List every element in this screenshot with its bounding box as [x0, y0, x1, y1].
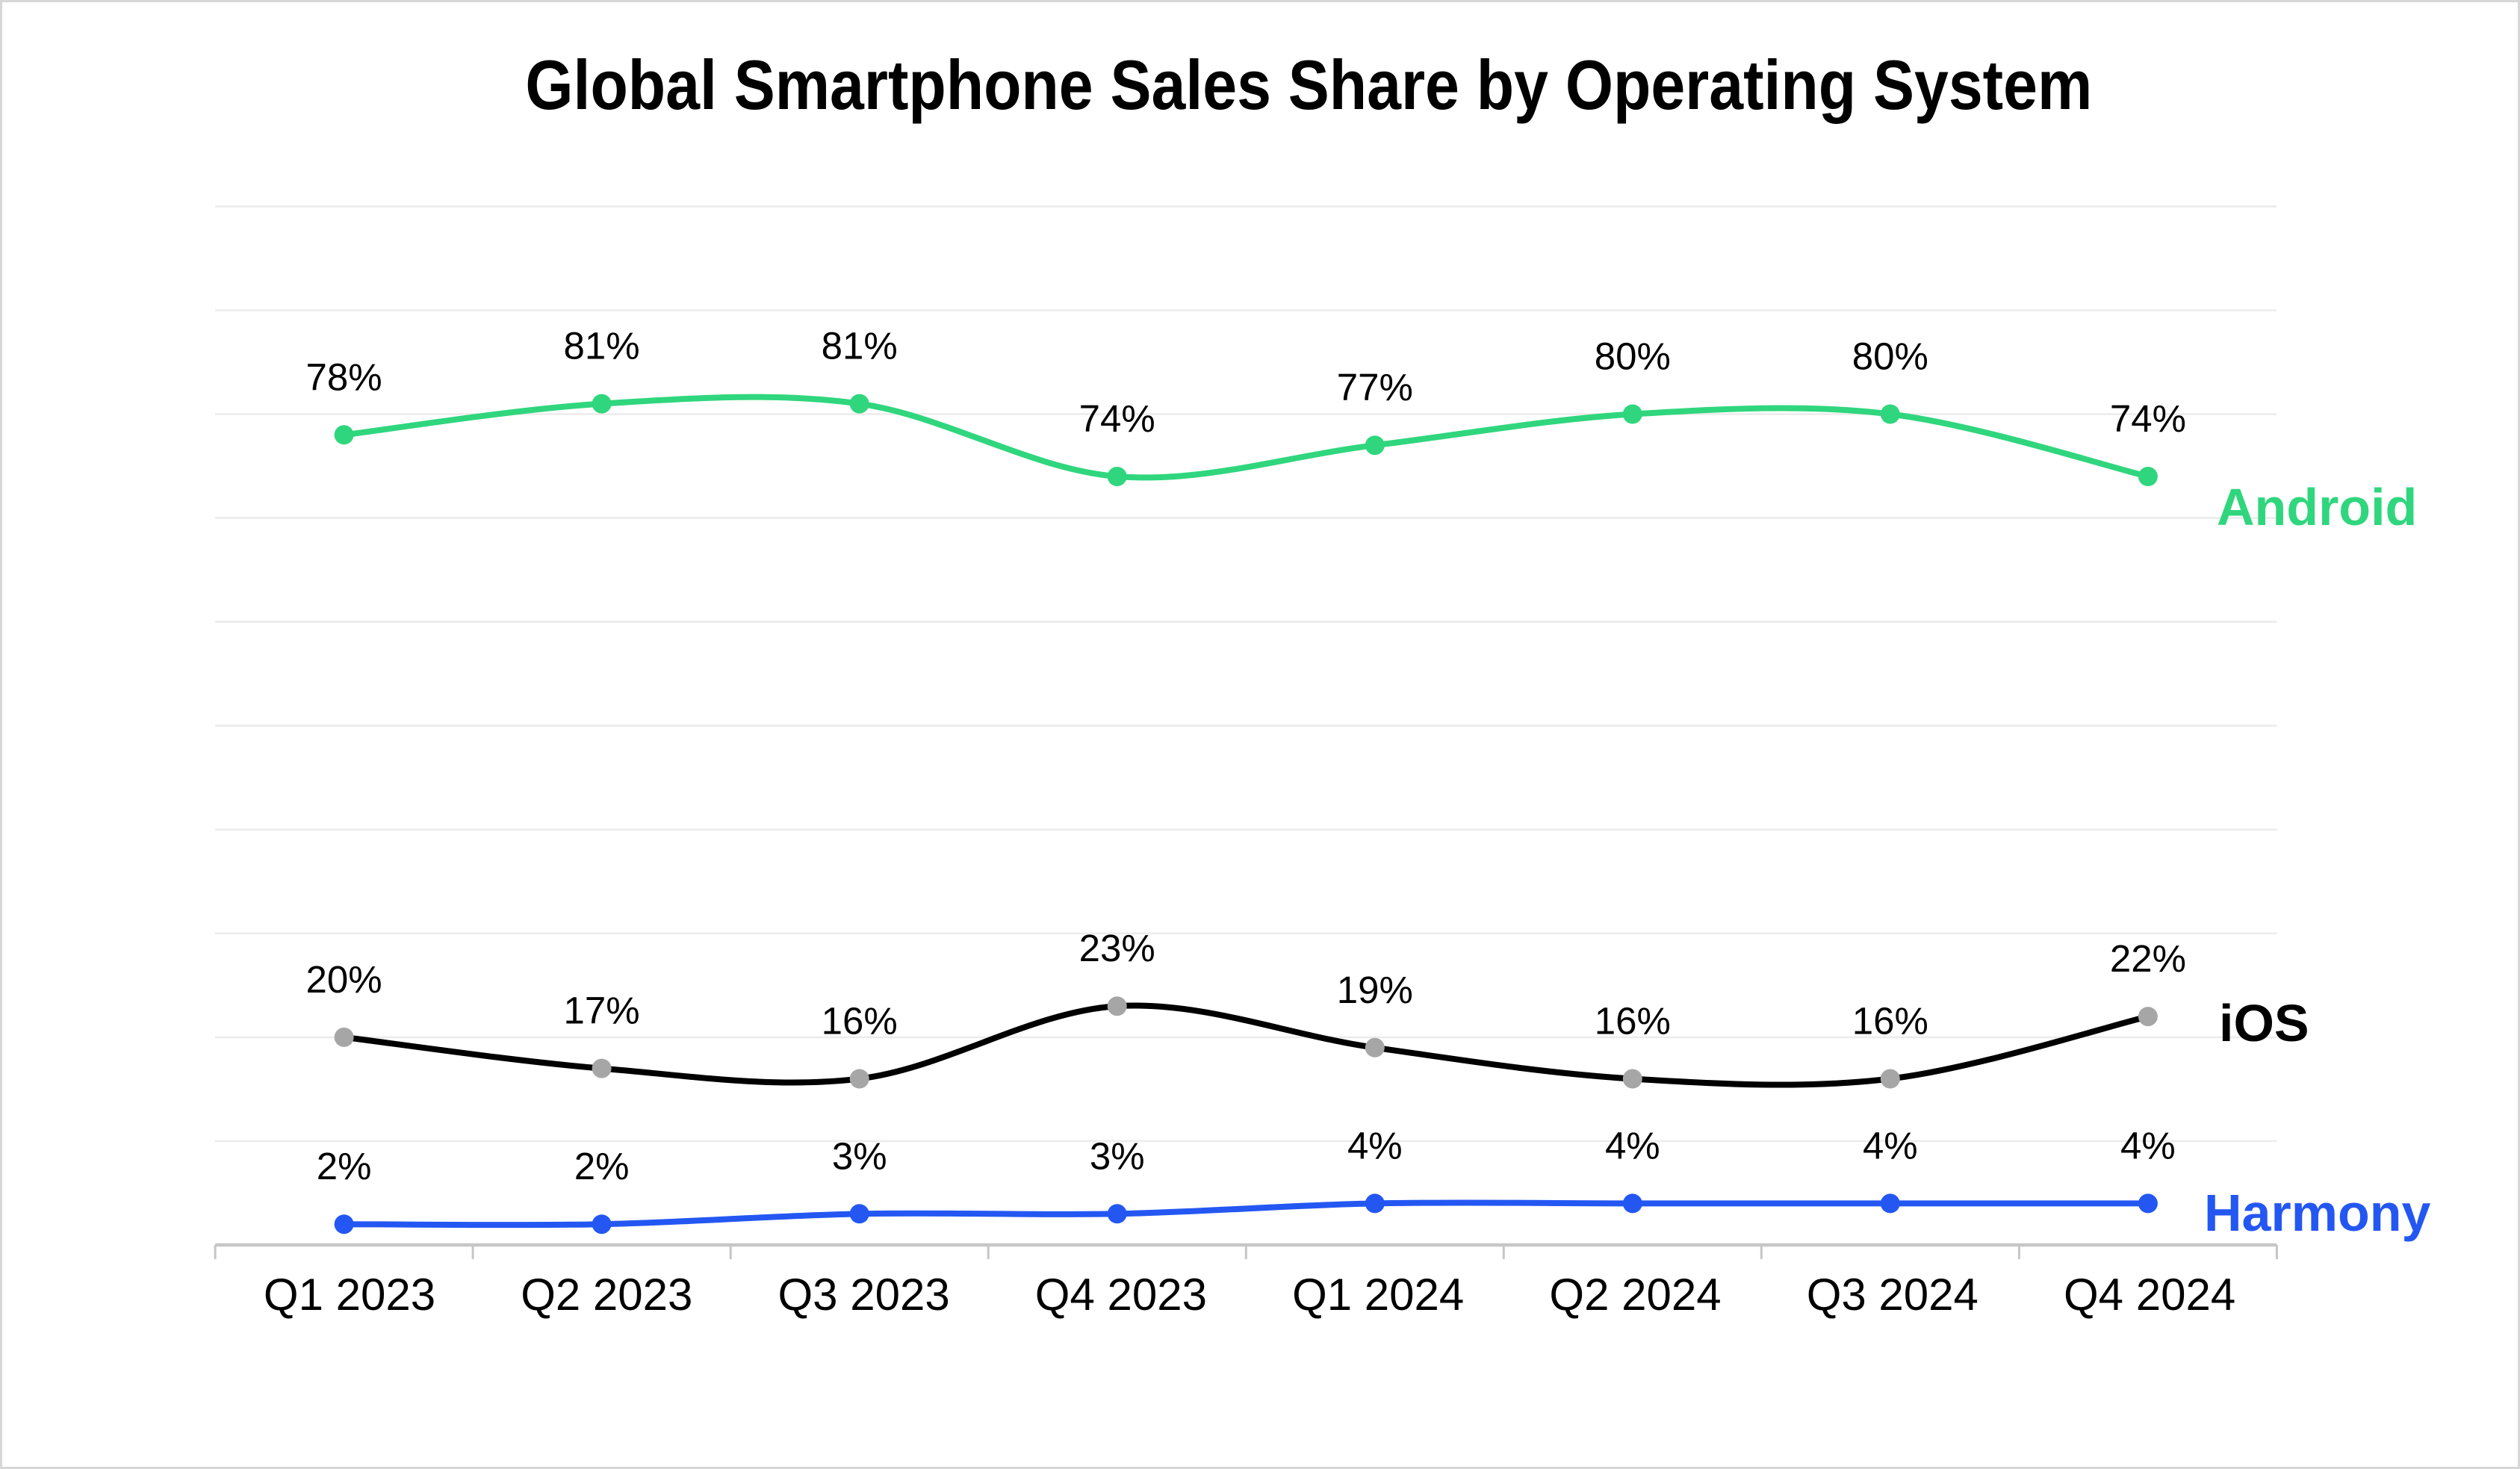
- svg-text:17%: 17%: [564, 990, 640, 1032]
- svg-text:16%: 16%: [1595, 1000, 1671, 1043]
- svg-text:20%: 20%: [306, 958, 382, 1001]
- svg-text:16%: 16%: [822, 1000, 898, 1043]
- svg-text:Q2 2024: Q2 2024: [1549, 1270, 1721, 1320]
- svg-text:Harmony: Harmony: [2204, 1184, 2430, 1242]
- svg-text:2%: 2%: [317, 1145, 372, 1187]
- svg-text:Q3 2024: Q3 2024: [1807, 1270, 1979, 1320]
- svg-text:Q1 2023: Q1 2023: [264, 1270, 435, 1320]
- svg-text:Q4 2023: Q4 2023: [1035, 1270, 1207, 1320]
- svg-text:2%: 2%: [574, 1145, 630, 1187]
- svg-text:16%: 16%: [1852, 1000, 1928, 1043]
- svg-text:80%: 80%: [1595, 335, 1671, 378]
- svg-text:Q1 2024: Q1 2024: [1292, 1270, 1464, 1320]
- svg-text:Q3 2023: Q3 2023: [778, 1270, 950, 1320]
- svg-text:23%: 23%: [1079, 927, 1155, 969]
- svg-text:Q2 2023: Q2 2023: [521, 1270, 692, 1320]
- svg-text:iOS: iOS: [2219, 994, 2309, 1052]
- svg-text:Global Smartphone Sales Share: Global Smartphone Sales Share by Operati…: [525, 46, 2092, 124]
- svg-text:19%: 19%: [1337, 969, 1413, 1011]
- svg-text:3%: 3%: [832, 1134, 887, 1177]
- svg-text:4%: 4%: [2120, 1124, 2176, 1167]
- svg-text:22%: 22%: [2110, 937, 2186, 980]
- svg-text:Q4 2024: Q4 2024: [2064, 1270, 2235, 1320]
- svg-text:77%: 77%: [1337, 366, 1413, 409]
- svg-text:81%: 81%: [564, 325, 640, 367]
- svg-text:Android: Android: [2217, 478, 2417, 536]
- svg-text:4%: 4%: [1605, 1124, 1660, 1167]
- svg-text:80%: 80%: [1852, 335, 1928, 378]
- svg-text:74%: 74%: [2110, 397, 2186, 440]
- svg-text:4%: 4%: [1863, 1124, 1918, 1167]
- svg-text:74%: 74%: [1079, 397, 1155, 440]
- svg-text:81%: 81%: [822, 325, 898, 367]
- svg-text:4%: 4%: [1347, 1124, 1403, 1167]
- svg-text:78%: 78%: [306, 355, 382, 398]
- svg-text:3%: 3%: [1090, 1134, 1145, 1177]
